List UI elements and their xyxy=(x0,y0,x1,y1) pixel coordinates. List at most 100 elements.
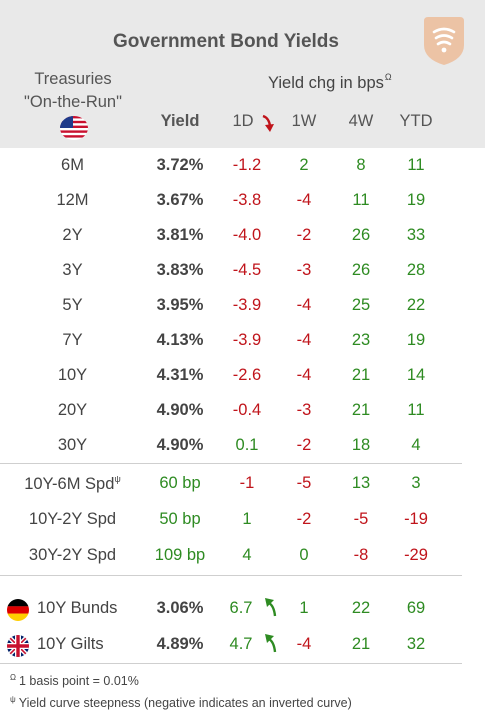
row-label: 7Y xyxy=(62,331,83,349)
row-ytd: 11 xyxy=(407,401,425,419)
row-4w: 23 xyxy=(351,331,371,349)
uk-flag-icon xyxy=(7,635,29,657)
row-yield: 3.81% xyxy=(156,226,204,244)
row-1w: 1 xyxy=(299,599,309,617)
col-ytd: YTD xyxy=(399,112,433,130)
col-1d: 1D xyxy=(232,112,254,130)
table-row: 7Y 4.13% -3.9 -4 23 19 xyxy=(0,323,485,358)
table-row: 30Y-2Y Spd 109 bp 4 0 -8 -29 xyxy=(0,538,485,573)
row-1w: -2 xyxy=(296,436,312,454)
omega-sup: Ω xyxy=(10,673,16,682)
row-1d: -3.9 xyxy=(232,296,262,314)
row-ytd: 3 xyxy=(411,474,421,492)
row-label: 10Y-6M Spdψ xyxy=(0,474,145,494)
row-1w: -4 xyxy=(296,366,312,384)
footnote-steepness-text: Yield curve steepness (negative indicate… xyxy=(18,696,352,710)
row-4w: 8 xyxy=(356,156,366,174)
col-4w: 4W xyxy=(348,112,374,130)
treasuries-line2: "On-the-Run" xyxy=(24,93,122,111)
up-arrow-icon xyxy=(265,598,277,617)
row-4w: 25 xyxy=(351,296,371,314)
row-label: 20Y xyxy=(57,401,88,419)
table-row: 10Y 4.31% -2.6 -4 21 14 xyxy=(0,358,485,393)
row-ytd: 33 xyxy=(406,226,426,244)
row-1d: 4.7 xyxy=(229,635,253,653)
row-4w: 26 xyxy=(351,261,371,279)
table-row: 5Y 3.95% -3.9 -4 25 22 xyxy=(0,288,485,323)
row-label: 5Y xyxy=(62,296,83,314)
row-1w: -5 xyxy=(296,474,312,492)
row-ytd: -19 xyxy=(404,510,428,528)
row-yield: 4.90% xyxy=(156,436,204,454)
page-title: Government Bond Yields xyxy=(113,31,339,52)
row-yield: 4.90% xyxy=(156,401,204,419)
row-ytd: 4 xyxy=(411,436,421,454)
footnote-bp-text: 1 basis point = 0.01% xyxy=(18,674,139,688)
row-1d: -4.5 xyxy=(232,261,262,279)
row-ytd: 14 xyxy=(406,366,426,384)
germany-flag-icon xyxy=(7,599,29,621)
row-yield: 3.67% xyxy=(156,191,204,209)
row-1d: -3.9 xyxy=(232,331,262,349)
row-4w: 21 xyxy=(351,635,371,653)
divider xyxy=(0,663,462,664)
footnote-steepness: ψ Yield curve steepness (negative indicat… xyxy=(10,695,352,710)
row-1d: -1 xyxy=(239,474,255,492)
row-label: 30Y-2Y Spd xyxy=(28,546,117,564)
row-4w: 22 xyxy=(351,599,371,617)
table-row: 30Y 4.90% 0.1 -2 18 4 xyxy=(0,428,485,463)
row-label: 30Y xyxy=(57,436,88,454)
row-1d: -2.6 xyxy=(232,366,262,384)
row-1d: 6.7 xyxy=(229,599,253,617)
row-4w: -5 xyxy=(353,510,369,528)
row-1w: -3 xyxy=(296,261,312,279)
row-1w: -4 xyxy=(296,191,312,209)
omega-sup: Ω xyxy=(384,72,392,82)
row-4w: 13 xyxy=(351,474,371,492)
row-label: 2Y xyxy=(62,226,83,244)
row-1w: -4 xyxy=(296,296,312,314)
row-ytd: 11 xyxy=(407,156,425,174)
row-label: 3Y xyxy=(62,261,83,279)
row-ytd: 32 xyxy=(406,635,426,653)
row-ytd: 22 xyxy=(406,296,426,314)
row-4w: 21 xyxy=(351,366,371,384)
table-row: 10Y Bunds 3.06% 6.7 1 22 69 xyxy=(0,591,485,626)
row-1d: -0.4 xyxy=(232,401,262,419)
row-1w: -3 xyxy=(296,401,312,419)
us-flag-icon xyxy=(60,116,88,140)
row-yield: 4.13% xyxy=(156,331,204,349)
row-yield: 109 bp xyxy=(154,546,206,564)
row-4w: -8 xyxy=(353,546,369,564)
yield-change-label: Yield chg in bps xyxy=(268,74,384,92)
row-label: 10Y Gilts xyxy=(37,635,104,653)
row-ytd: 19 xyxy=(406,191,426,209)
row-1w: 0 xyxy=(299,546,309,564)
table-row: 2Y 3.81% -4.0 -2 26 33 xyxy=(0,218,485,253)
row-label: 10Y xyxy=(57,366,88,384)
row-label-text: 10Y-6M Spd xyxy=(24,475,115,493)
col-yield: Yield xyxy=(160,112,200,130)
table-row: 10Y-6M Spdψ 60 bp -1 -5 13 3 xyxy=(0,466,485,501)
row-1d: -3.8 xyxy=(232,191,262,209)
row-yield: 3.95% xyxy=(156,296,204,314)
table-row: 20Y 4.90% -0.4 -3 21 11 xyxy=(0,393,485,428)
row-ytd: 69 xyxy=(406,599,426,617)
table-header: Government Bond Yields Treasuries "On-th… xyxy=(0,0,485,148)
row-4w: 21 xyxy=(351,401,371,419)
row-ytd: 28 xyxy=(406,261,426,279)
row-1d: -1.2 xyxy=(232,156,262,174)
logo-icon xyxy=(424,17,464,65)
row-1w: -4 xyxy=(296,635,312,653)
row-4w: 11 xyxy=(352,191,370,209)
treasuries-line1: Treasuries xyxy=(34,70,112,88)
table-row: 10Y-2Y Spd 50 bp 1 -2 -5 -19 xyxy=(0,502,485,537)
treasuries-label: Treasuries "On-the-Run" xyxy=(8,68,138,114)
divider xyxy=(0,575,462,576)
row-yield: 60 bp xyxy=(159,474,201,492)
row-label: 10Y Bunds xyxy=(37,599,118,617)
col-1w: 1W xyxy=(291,112,317,130)
divider xyxy=(0,463,462,464)
yield-change-header: Yield chg in bpsΩ xyxy=(268,72,392,93)
